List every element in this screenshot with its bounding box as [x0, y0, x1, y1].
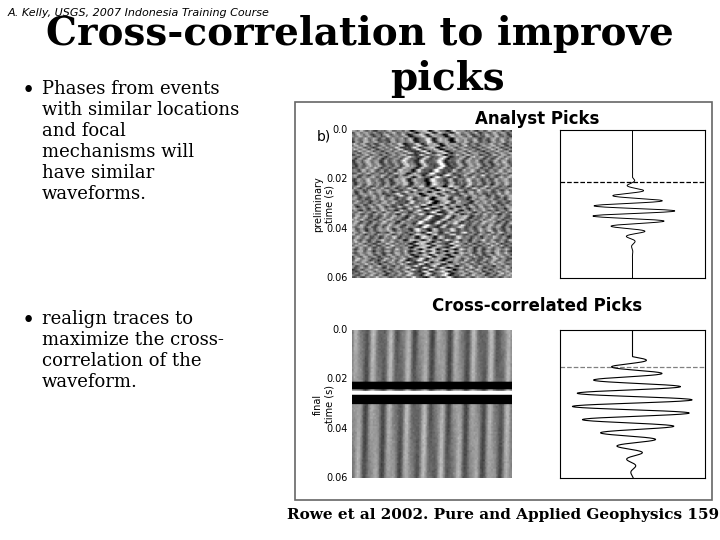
Text: and focal: and focal [42, 122, 126, 140]
Text: 0.04: 0.04 [327, 224, 348, 234]
Text: b): b) [317, 130, 331, 144]
Text: Rowe et al 2002. Pure and Applied Geophysics 159: Rowe et al 2002. Pure and Applied Geophy… [287, 508, 719, 522]
Text: 0.0: 0.0 [333, 325, 348, 335]
Text: •: • [22, 80, 35, 102]
Text: A. Kelly, USGS, 2007 Indonesia Training Course: A. Kelly, USGS, 2007 Indonesia Training … [8, 8, 270, 18]
Text: Stack: Stack [639, 130, 675, 143]
Text: 0.06: 0.06 [327, 273, 348, 283]
Text: Phases from events: Phases from events [42, 80, 220, 98]
Text: waveforms.: waveforms. [42, 185, 147, 203]
Text: have similar: have similar [42, 164, 154, 182]
Text: 0.02: 0.02 [326, 174, 348, 184]
Text: realign traces to: realign traces to [42, 310, 193, 328]
Text: 0.04: 0.04 [327, 424, 348, 434]
Text: final
time (s): final time (s) [313, 385, 335, 423]
Text: Cross-correlated Picks: Cross-correlated Picks [432, 297, 642, 315]
Text: 0.06: 0.06 [327, 473, 348, 483]
Text: Analyst Picks: Analyst Picks [474, 110, 599, 128]
Text: correlation of the: correlation of the [42, 352, 202, 370]
Text: picks: picks [390, 60, 505, 98]
Bar [295, 102, 712, 500]
Text: with similar locations: with similar locations [42, 101, 239, 119]
Text: preliminary
time (s): preliminary time (s) [313, 176, 335, 232]
Text: mechanisms will: mechanisms will [42, 143, 194, 161]
Text: Cross-correlation to improve: Cross-correlation to improve [46, 15, 674, 53]
Text: 4601 P: 4601 P [374, 130, 417, 143]
Text: 0.02: 0.02 [326, 374, 348, 384]
Text: 0.0: 0.0 [333, 125, 348, 135]
Text: maximize the cross-: maximize the cross- [42, 331, 224, 349]
Text: •: • [22, 310, 35, 332]
Text: waveform.: waveform. [42, 373, 138, 391]
